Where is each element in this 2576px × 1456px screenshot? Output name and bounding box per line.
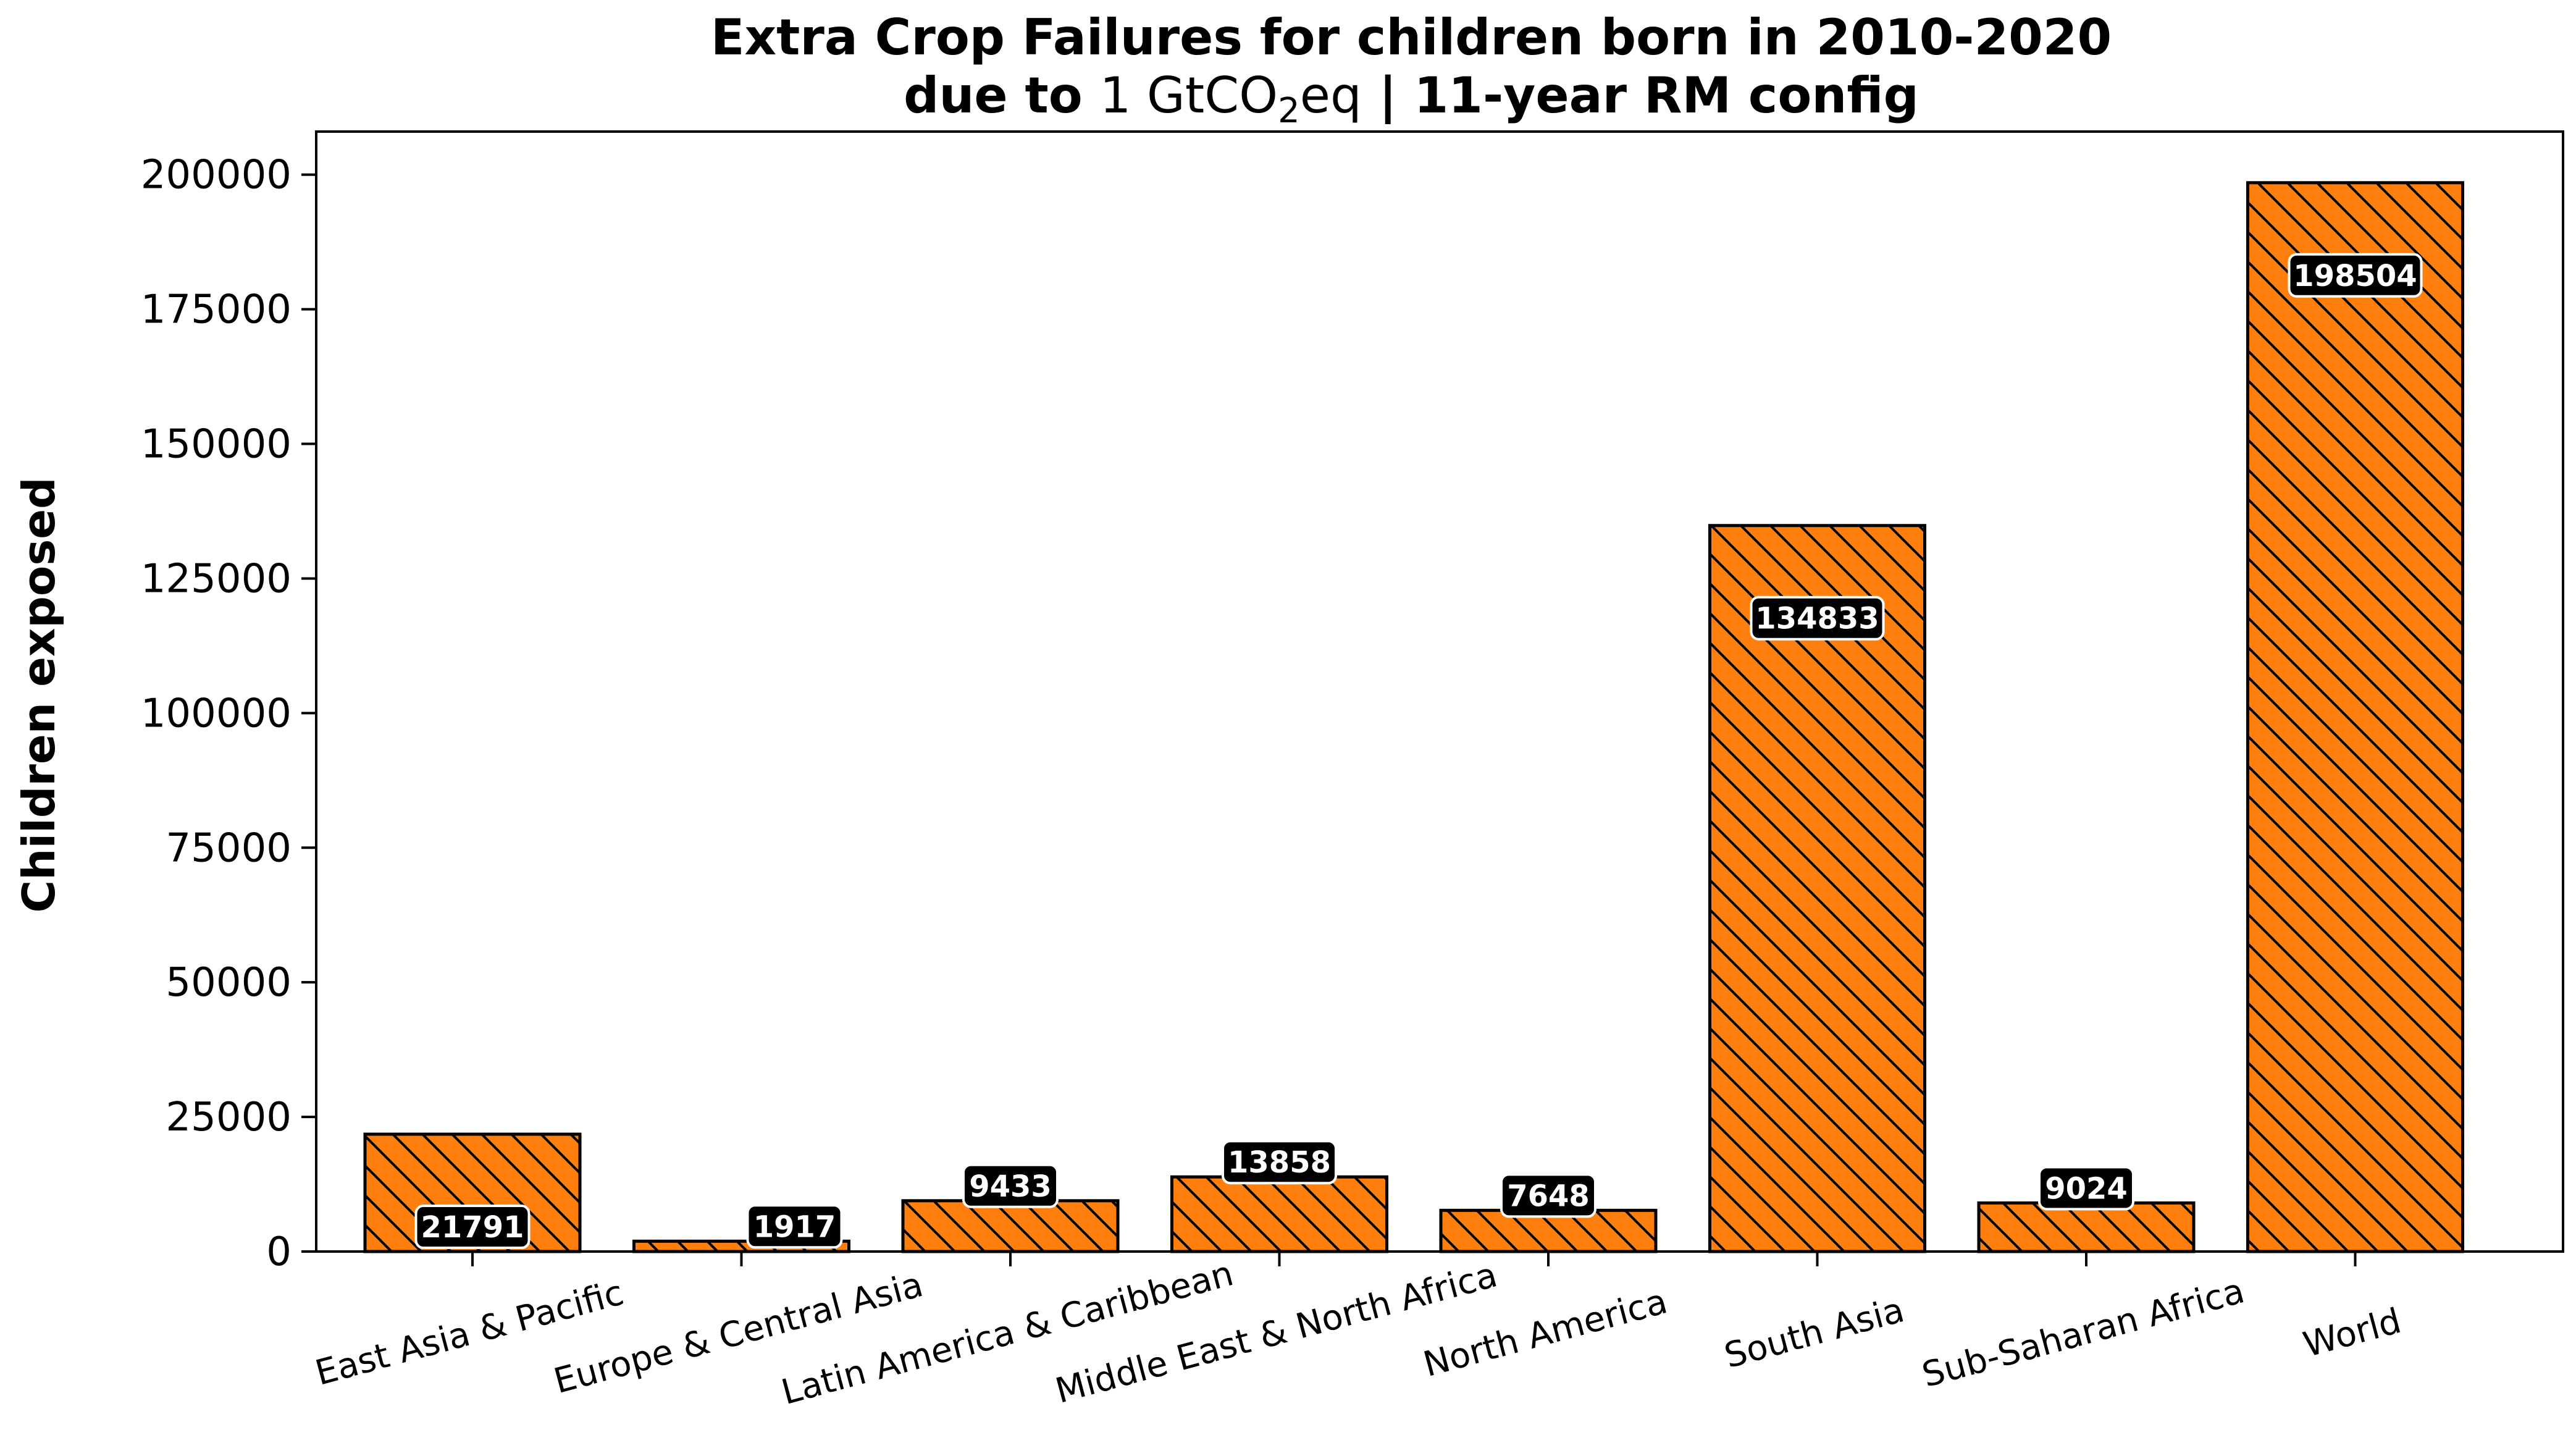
chart-title-math: 1 GtCO bbox=[1100, 67, 1278, 124]
y-axis-label: Children exposed bbox=[13, 477, 65, 912]
data-labels-group: 21791 1917 9433 13858 7648 134833 9024 198504 bbox=[414, 253, 2423, 1250]
chart-title-math-suffix: eq bbox=[1300, 67, 1362, 124]
x-tick-label: World bbox=[2299, 1301, 2406, 1365]
data-label: 9433 bbox=[969, 1169, 1052, 1204]
plot-area-frame bbox=[315, 130, 2564, 1253]
data-label: 13858 bbox=[1228, 1145, 1331, 1180]
y-tick-label: 150000 bbox=[141, 422, 292, 468]
data-label-box bbox=[1222, 1140, 1337, 1185]
chart-title-suffix: | 11-year RM config bbox=[1362, 67, 1919, 125]
data-label-box bbox=[2288, 253, 2423, 298]
chart-title-subscript: 2 bbox=[1278, 91, 1300, 131]
chart-title-line1: Extra Crop Failures for children born in… bbox=[711, 9, 2112, 66]
x-tick-label: Latin America & Caribbean bbox=[778, 1253, 1238, 1413]
y-tick-label: 125000 bbox=[141, 556, 292, 602]
bar-hatch bbox=[1977, 1201, 2196, 1253]
bar-hatch bbox=[901, 1199, 1120, 1253]
y-tick-label: 200000 bbox=[141, 153, 292, 198]
bars-group bbox=[363, 181, 2464, 1253]
data-label: 1917 bbox=[753, 1210, 836, 1244]
x-tick-label: Sub-Saharan Africa bbox=[1918, 1271, 2249, 1395]
chart-title-prefix: due to bbox=[904, 67, 1099, 124]
data-label: 21791 bbox=[421, 1210, 524, 1245]
x-tick-label: South Asia bbox=[1720, 1290, 1908, 1376]
data-label-box bbox=[414, 1205, 531, 1250]
bar-hatch bbox=[2246, 181, 2464, 1253]
data-label: 9024 bbox=[2045, 1171, 2128, 1206]
y-tick-label: 25000 bbox=[166, 1095, 292, 1140]
y-tick-label: 75000 bbox=[166, 825, 292, 871]
y-tick-label: 175000 bbox=[141, 287, 292, 333]
data-label-box bbox=[1750, 595, 1885, 641]
bar-hatch bbox=[1170, 1175, 1388, 1253]
data-label: 198504 bbox=[2293, 259, 2417, 293]
y-tick-label: 50000 bbox=[166, 960, 292, 1006]
data-label: 134833 bbox=[1755, 602, 1879, 636]
x-tick-label: Middle East & North Africa bbox=[1051, 1255, 1501, 1412]
data-label-box bbox=[746, 1204, 843, 1249]
y-tick-label: 0 bbox=[266, 1229, 292, 1275]
data-label-box bbox=[1500, 1173, 1596, 1218]
data-label-box bbox=[2038, 1166, 2134, 1211]
data-label-box bbox=[962, 1163, 1059, 1208]
y-tick-label: 100000 bbox=[141, 691, 292, 736]
data-label: 7648 bbox=[1507, 1179, 1590, 1213]
chart-title-line2: due to 1 GtCO2eq | 11-year RM config bbox=[904, 67, 1919, 131]
y-axis-ticks: 0 25000 50000 75000 100000 125000 150000 175000… bbox=[141, 153, 316, 1275]
bar-hatch bbox=[1708, 524, 1926, 1253]
